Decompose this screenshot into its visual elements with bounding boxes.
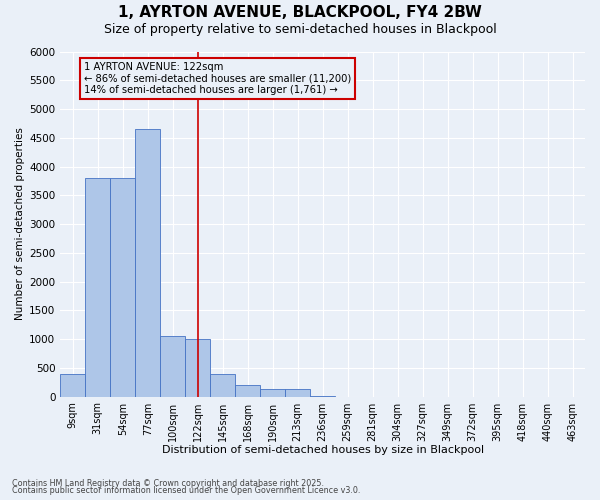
Bar bbox=[135, 129, 160, 396]
Bar bbox=[185, 339, 210, 396]
Bar bbox=[110, 178, 135, 396]
Text: Contains HM Land Registry data © Crown copyright and database right 2025.: Contains HM Land Registry data © Crown c… bbox=[12, 478, 324, 488]
Text: Size of property relative to semi-detached houses in Blackpool: Size of property relative to semi-detach… bbox=[104, 22, 496, 36]
Bar bbox=[60, 374, 85, 396]
Text: 1 AYRTON AVENUE: 122sqm
← 86% of semi-detached houses are smaller (11,200)
14% o: 1 AYRTON AVENUE: 122sqm ← 86% of semi-de… bbox=[84, 62, 351, 95]
Bar bbox=[85, 178, 110, 396]
Bar bbox=[285, 389, 310, 396]
X-axis label: Distribution of semi-detached houses by size in Blackpool: Distribution of semi-detached houses by … bbox=[161, 445, 484, 455]
Bar bbox=[235, 385, 260, 396]
Y-axis label: Number of semi-detached properties: Number of semi-detached properties bbox=[15, 128, 25, 320]
Bar bbox=[160, 336, 185, 396]
Text: 1, AYRTON AVENUE, BLACKPOOL, FY4 2BW: 1, AYRTON AVENUE, BLACKPOOL, FY4 2BW bbox=[118, 5, 482, 20]
Bar bbox=[210, 374, 235, 396]
Bar bbox=[260, 389, 285, 396]
Text: Contains public sector information licensed under the Open Government Licence v3: Contains public sector information licen… bbox=[12, 486, 361, 495]
